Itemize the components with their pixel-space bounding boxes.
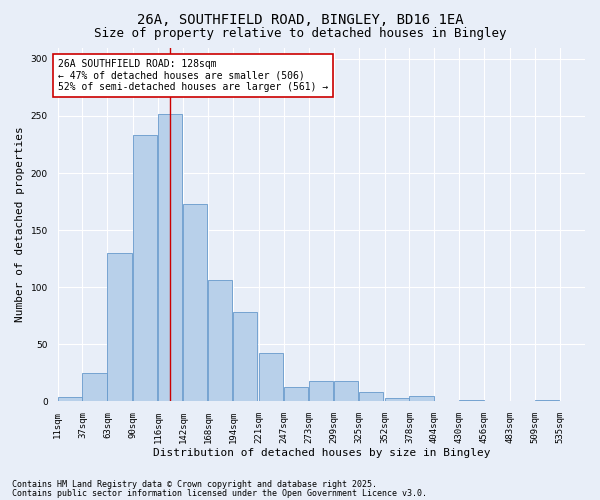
Bar — [208, 280, 232, 402]
Bar — [58, 397, 82, 402]
Bar — [107, 253, 131, 402]
Text: Size of property relative to detached houses in Bingley: Size of property relative to detached ho… — [94, 28, 506, 40]
Bar — [133, 136, 157, 402]
Bar — [309, 381, 333, 402]
Bar — [259, 354, 283, 402]
Bar — [158, 114, 182, 402]
Bar — [82, 373, 107, 402]
Text: 26A, SOUTHFIELD ROAD, BINGLEY, BD16 1EA: 26A, SOUTHFIELD ROAD, BINGLEY, BD16 1EA — [137, 12, 463, 26]
Bar — [535, 400, 559, 402]
Bar — [460, 400, 484, 402]
Bar — [233, 312, 257, 402]
Bar — [359, 392, 383, 402]
Bar — [409, 396, 434, 402]
Text: Contains public sector information licensed under the Open Government Licence v3: Contains public sector information licen… — [12, 489, 427, 498]
Bar — [385, 398, 409, 402]
Bar — [284, 386, 308, 402]
Text: Contains HM Land Registry data © Crown copyright and database right 2025.: Contains HM Land Registry data © Crown c… — [12, 480, 377, 489]
Bar — [183, 204, 208, 402]
Y-axis label: Number of detached properties: Number of detached properties — [15, 126, 25, 322]
Bar — [334, 381, 358, 402]
Text: 26A SOUTHFIELD ROAD: 128sqm
← 47% of detached houses are smaller (506)
52% of se: 26A SOUTHFIELD ROAD: 128sqm ← 47% of det… — [58, 59, 328, 92]
X-axis label: Distribution of detached houses by size in Bingley: Distribution of detached houses by size … — [152, 448, 490, 458]
